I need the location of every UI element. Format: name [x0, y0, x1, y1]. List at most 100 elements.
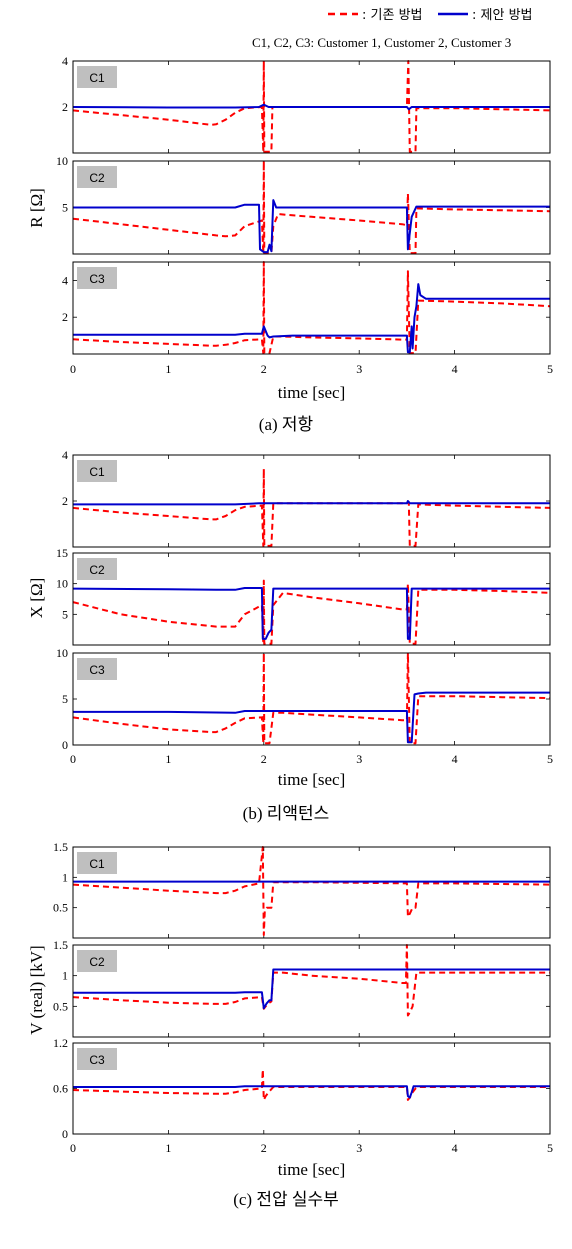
x-tick-label: 5 [547, 752, 553, 766]
y-tick-label: 1.5 [53, 938, 68, 952]
panel-label: C1 [89, 71, 105, 85]
legend-proposed-label: : 제안 방법 [472, 8, 533, 23]
panel-c1: 2 4 C1 [62, 448, 551, 548]
x-tick-label: 3 [356, 362, 362, 376]
x-tick-label: 5 [547, 362, 553, 376]
panel-frame [72, 846, 551, 939]
panel-label-box [77, 658, 117, 680]
x-tick-label: 1 [165, 362, 171, 376]
x-tick-label: 4 [452, 752, 458, 766]
y-tick-label: 4 [62, 448, 68, 462]
panel-c2: 5 10 C2 [56, 154, 551, 255]
figure-caption: (c) 전압 실수부 [233, 1190, 339, 1209]
y-tick-label: 2 [62, 100, 68, 114]
panel-c3: 0 0.6 1.2 C3 [53, 1036, 551, 1141]
chart-2: 2 4 C1 5 10 15 C2 0 5 10 C3 0 1 2 3 4 5 time [sec] X [Ω] (b… [27, 448, 553, 823]
figure-caption: (a) 저항 [259, 415, 314, 434]
panel-c1: 2 4 C1 [62, 54, 551, 154]
y-tick-label: 5 [62, 692, 68, 706]
panel-c3: 0 5 10 C3 [56, 646, 551, 752]
panel-label: C2 [89, 955, 105, 969]
plot-area [73, 1043, 550, 1134]
conventional-series-line [72, 467, 551, 547]
conventional-series-line [72, 1068, 550, 1101]
panel-label: C2 [89, 171, 105, 185]
y-tick-label: 0.5 [53, 901, 68, 915]
conventional-series-line [72, 944, 550, 1017]
panel-frame [72, 261, 551, 355]
plot-area [73, 262, 550, 354]
x-tick-label: 2 [261, 362, 267, 376]
x-tick-label: 3 [356, 752, 362, 766]
panel-label-box [77, 852, 117, 874]
panel-label-box [77, 267, 117, 289]
panel-frame [72, 1042, 551, 1135]
panel-label-box [77, 950, 117, 972]
panel-label-box [77, 1048, 117, 1070]
y-tick-label: 0 [62, 1127, 68, 1141]
y-tick-label: 10 [56, 154, 68, 168]
panel-c1: 0.5 1 1.5 C1 [53, 840, 551, 939]
panel-label: C3 [89, 663, 105, 677]
panel-label: C1 [89, 465, 105, 479]
panel-frame [72, 652, 551, 746]
y-tick-label: 2 [62, 494, 68, 508]
x-axis-label: time [sec] [278, 383, 346, 402]
y-tick-label: 4 [62, 54, 68, 68]
x-tick-label: 1 [165, 752, 171, 766]
y-axis-label: X [Ω] [27, 578, 46, 618]
figure-caption: (b) 리액턴스 [243, 804, 330, 823]
panel-label: C3 [89, 272, 105, 286]
plot-area [73, 455, 550, 547]
y-tick-label: 1.2 [53, 1036, 68, 1050]
panel-frame [72, 160, 551, 255]
proposed-series-line [73, 968, 550, 1010]
plot-area [73, 945, 550, 1037]
legend-customer-note: C1, C2, C3: Customer 1, Customer 2, Cust… [252, 35, 511, 50]
panel-frame [72, 552, 551, 646]
y-tick-label: 15 [56, 546, 68, 560]
panel-c3: 2 4 C3 [62, 261, 551, 355]
proposed-series-line [73, 1085, 550, 1099]
legend: : 기존 방법 : 제안 방법 C1, C2, C3: Customer 1, … [252, 8, 533, 50]
panel-label-box [77, 66, 117, 88]
panel-label-box [77, 166, 117, 188]
y-axis-label: R [Ω] [27, 188, 46, 228]
x-tick-label: 1 [165, 1141, 171, 1155]
y-tick-label: 10 [56, 577, 68, 591]
x-tick-label: 0 [70, 752, 76, 766]
x-axis-label: time [sec] [278, 1160, 346, 1179]
y-tick-label: 1.5 [53, 840, 68, 854]
x-tick-label: 0 [70, 362, 76, 376]
x-tick-label: 3 [356, 1141, 362, 1155]
y-tick-label: 5 [62, 607, 68, 621]
plot-area [73, 847, 550, 938]
panel-c2: 5 10 15 C2 [56, 546, 551, 646]
x-tick-label: 0 [70, 1141, 76, 1155]
panel-frame [72, 454, 551, 548]
panel-label-box [77, 460, 117, 482]
proposed-series-line [72, 587, 550, 640]
x-axis-label: time [sec] [278, 770, 346, 789]
conventional-series-line [72, 60, 551, 153]
panel-label: C1 [89, 857, 105, 871]
x-tick-label: 4 [452, 362, 458, 376]
y-tick-label: 5 [62, 201, 68, 215]
proposed-series-line [73, 500, 550, 506]
proposed-series-line [73, 691, 550, 744]
panel-frame [72, 944, 551, 1038]
y-tick-label: 4 [62, 273, 68, 287]
y-tick-label: 1 [62, 969, 68, 983]
y-tick-label: 0.5 [53, 999, 68, 1013]
x-tick-label: 5 [547, 1141, 553, 1155]
y-tick-label: 2 [62, 310, 68, 324]
y-tick-label: 0 [62, 738, 68, 752]
proposed-series-line [72, 103, 550, 111]
panel-label-box [77, 558, 117, 580]
panel-label: C3 [89, 1053, 105, 1067]
y-tick-label: 1 [62, 870, 68, 884]
y-tick-label: 10 [56, 646, 68, 660]
y-tick-label: 0.6 [53, 1082, 68, 1096]
proposed-series-line [73, 283, 550, 354]
